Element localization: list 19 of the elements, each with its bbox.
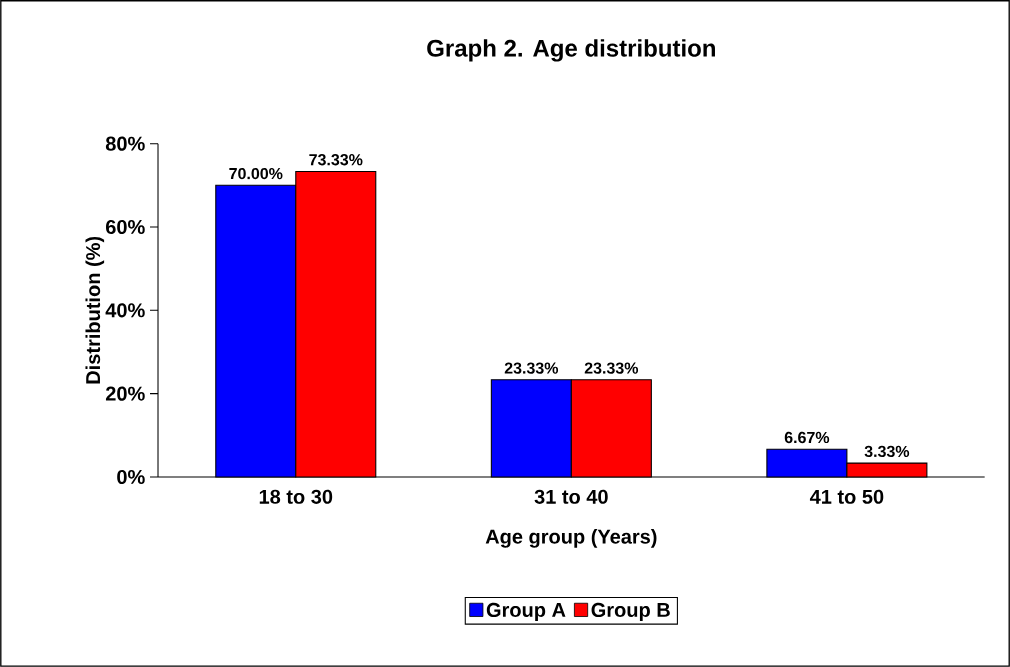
data-label: 70.00% [229, 167, 283, 180]
data-label: 73.33% [309, 154, 363, 166]
y-axis-title: Distribution (%) [85, 236, 105, 384]
data-label: 23.33% [584, 362, 639, 374]
y-tick-label: 60% [106, 219, 145, 235]
y-tick-label: 20% [105, 386, 145, 401]
x-tick-label: 18 to 30 [259, 489, 333, 504]
y-tick-label: 80% [105, 136, 145, 151]
chart-title: Graph 2. Age distribution [427, 39, 715, 62]
y-tick-label: 0% [117, 469, 145, 485]
data-label: 23.33% [504, 362, 559, 374]
x-tick-label: 41 to 50 [809, 489, 884, 504]
data-label: 6.67% [784, 431, 830, 444]
legend-label: Group B [591, 602, 670, 621]
y-tick-label: 40% [105, 303, 145, 318]
data-label: 3.33% [864, 445, 910, 458]
x-tick-label: 31 to 40 [534, 489, 608, 504]
legend-label: Group A [486, 602, 566, 621]
x-axis-title: Age group (Years) [485, 529, 657, 548]
